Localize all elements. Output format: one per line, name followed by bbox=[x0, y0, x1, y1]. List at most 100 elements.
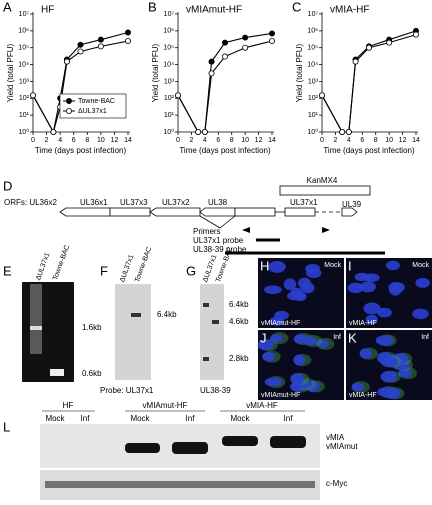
lane-label: Inf bbox=[186, 414, 196, 423]
gene-label: UL37x2 bbox=[162, 198, 190, 207]
gel-band bbox=[50, 369, 64, 376]
point bbox=[268, 38, 275, 45]
point bbox=[386, 39, 393, 46]
panel-label: L bbox=[3, 419, 10, 434]
nucleus bbox=[351, 382, 364, 392]
size-label: 0.6kb bbox=[82, 369, 102, 378]
panel-label: J bbox=[260, 330, 267, 345]
point bbox=[50, 128, 57, 135]
point bbox=[339, 128, 346, 135]
panel-label: I bbox=[348, 258, 352, 273]
lane-label: Inf bbox=[81, 414, 91, 423]
nucleus bbox=[257, 339, 274, 351]
chart-title: vMIA-HF bbox=[330, 5, 369, 16]
x-tick-label: 12 bbox=[111, 137, 119, 144]
point bbox=[208, 70, 215, 77]
nucleus bbox=[316, 339, 329, 348]
size-label: 2.8kb bbox=[229, 354, 249, 363]
x-axis-label: Time (days post infection) bbox=[323, 146, 415, 155]
panel-label: A bbox=[3, 0, 12, 14]
y-tick-label: 10⁴ bbox=[163, 61, 174, 68]
nucleus bbox=[347, 282, 364, 294]
nucleus bbox=[380, 370, 398, 383]
probe-label: UL38-39 bbox=[200, 386, 231, 395]
nucleus bbox=[377, 307, 392, 318]
x-axis-label: Time (days post infection) bbox=[35, 146, 127, 155]
gel-smear bbox=[30, 284, 42, 354]
lane-label: Mock bbox=[130, 414, 150, 423]
cells-label: vMIAmut-HF bbox=[261, 320, 300, 327]
x-tick-label: 10 bbox=[97, 137, 105, 144]
lane-label: Towne-BAC bbox=[52, 244, 71, 281]
point bbox=[345, 128, 352, 135]
x-tick-label: 10 bbox=[385, 137, 393, 144]
size-label: 1.6kb bbox=[82, 323, 102, 332]
x-tick-label: 12 bbox=[255, 137, 263, 144]
nucleus bbox=[274, 310, 290, 320]
nucleus bbox=[386, 260, 401, 271]
y-tick-label: 10⁴ bbox=[307, 61, 318, 68]
panel-label: F bbox=[100, 263, 108, 278]
point bbox=[125, 29, 132, 36]
y-tick-label: 10⁷ bbox=[308, 11, 319, 18]
nucleus bbox=[380, 356, 398, 368]
x-tick-label: 8 bbox=[85, 137, 89, 144]
nucleus bbox=[262, 352, 276, 362]
nucleus bbox=[359, 281, 376, 293]
nucleus bbox=[293, 354, 306, 366]
y-tick-label: 10⁶ bbox=[307, 28, 318, 35]
legend-marker bbox=[66, 108, 73, 115]
nucleus bbox=[365, 314, 378, 325]
panel-label: E bbox=[3, 263, 12, 278]
blot-band bbox=[270, 436, 306, 448]
gel-band bbox=[30, 326, 42, 330]
panel-label: B bbox=[148, 0, 157, 14]
point bbox=[318, 92, 325, 99]
condition-label: Mock bbox=[412, 262, 429, 269]
point bbox=[97, 36, 104, 43]
point bbox=[242, 34, 249, 41]
condition-label: Inf bbox=[333, 334, 341, 341]
y-axis-label: Yield (total PFU) bbox=[295, 43, 304, 102]
probe-label: UL38-39 probe bbox=[193, 245, 247, 254]
size-label: 6.4kb bbox=[157, 310, 177, 319]
panel-label: G bbox=[186, 263, 196, 278]
x-tick-label: 4 bbox=[58, 137, 62, 144]
band-label: vMIA bbox=[326, 433, 345, 442]
y-tick-label: 10⁵ bbox=[163, 45, 174, 52]
point bbox=[412, 31, 419, 38]
nucleus bbox=[270, 334, 283, 343]
y-tick-label: 10¹ bbox=[164, 112, 175, 119]
point bbox=[208, 58, 215, 65]
size-label: 6.4kb bbox=[229, 300, 249, 309]
y-tick-label: 10³ bbox=[19, 78, 30, 85]
size-label: 4.6kb bbox=[229, 317, 249, 326]
point bbox=[174, 92, 181, 99]
y-tick-label: 10⁶ bbox=[18, 28, 29, 35]
nucleus bbox=[302, 336, 318, 346]
blot-band bbox=[45, 481, 315, 488]
x-tick-label: 2 bbox=[189, 137, 193, 144]
condition-label: Mock bbox=[324, 262, 341, 269]
x-tick-label: 0 bbox=[31, 137, 35, 144]
point bbox=[195, 128, 202, 135]
x-tick-label: 0 bbox=[176, 137, 180, 144]
band-label: c-Myc bbox=[326, 479, 347, 488]
nucleus bbox=[298, 277, 311, 289]
probe-label: Probe: UL37x1 bbox=[100, 386, 154, 395]
y-tick-label: 10³ bbox=[164, 78, 175, 85]
point bbox=[97, 43, 104, 50]
lane-label: Towne-BAC bbox=[134, 246, 153, 283]
blot-band bbox=[125, 443, 160, 453]
series-line bbox=[177, 32, 273, 133]
nucleus bbox=[384, 387, 401, 400]
x-tick-label: 6 bbox=[360, 137, 364, 144]
x-tick-label: 14 bbox=[268, 137, 276, 144]
x-tick-label: 8 bbox=[230, 137, 234, 144]
y-tick-label: 10⁷ bbox=[19, 11, 30, 18]
y-tick-label: 10² bbox=[19, 95, 30, 102]
y-tick-label: 10¹ bbox=[308, 112, 319, 119]
y-tick-label: 10⁵ bbox=[18, 45, 29, 52]
panel-label: H bbox=[260, 258, 269, 273]
nucleus bbox=[389, 283, 402, 296]
